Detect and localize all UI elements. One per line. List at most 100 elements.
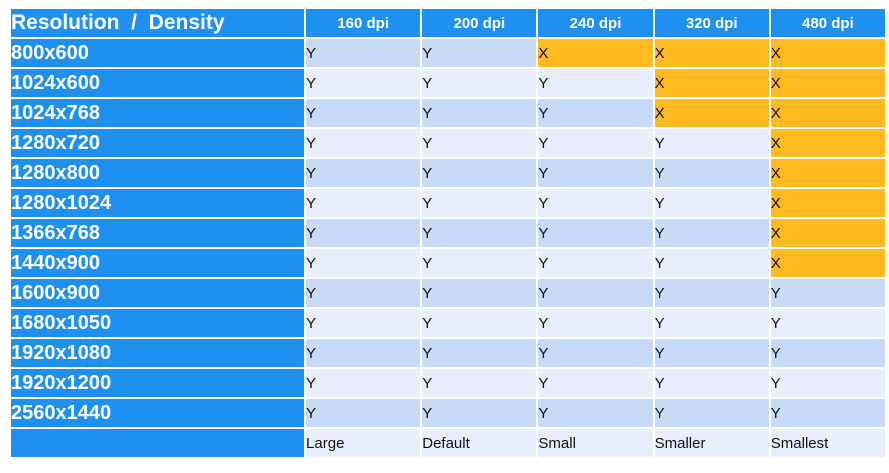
supported-cell: Y (654, 309, 769, 337)
supported-cell: Y (770, 339, 885, 367)
supported-cell: Y (422, 219, 537, 247)
supported-cell: Y (422, 339, 537, 367)
table-row: 1680x1050 Y Y Y Y Y (11, 309, 885, 337)
supported-cell: Y (770, 309, 885, 337)
unsupported-cell: X (770, 219, 885, 247)
footer-cell: Smaller (654, 429, 769, 457)
supported-cell: Y (306, 39, 421, 67)
table-row: 800x600 Y Y X X X (11, 39, 885, 67)
supported-cell: Y (306, 69, 421, 97)
supported-cell: Y (654, 159, 769, 187)
supported-cell: Y (538, 399, 653, 427)
column-header: 240 dpi (538, 9, 653, 37)
supported-cell: Y (538, 159, 653, 187)
supported-cell: Y (306, 129, 421, 157)
supported-cell: Y (654, 399, 769, 427)
table-body: 800x600 Y Y X X X 1024x600 Y Y Y X X 1024x768 Y Y Y X X 12… (11, 39, 885, 427)
footer-cell: Default (422, 429, 537, 457)
supported-cell: Y (654, 129, 769, 157)
supported-cell: Y (422, 309, 537, 337)
unsupported-cell: X (654, 99, 769, 127)
row-header-resolution: 1366x768 (11, 219, 305, 247)
supported-cell: Y (306, 249, 421, 277)
supported-cell: Y (306, 309, 421, 337)
footer-row-header (11, 429, 305, 457)
row-header-resolution: 1920x1200 (11, 369, 305, 397)
supported-cell: Y (538, 99, 653, 127)
supported-cell: Y (306, 159, 421, 187)
supported-cell: Y (538, 279, 653, 307)
footer-cell: Large (306, 429, 421, 457)
header-row: Resolution / Density 160 dpi 200 dpi 240… (11, 9, 885, 37)
supported-cell: Y (538, 219, 653, 247)
supported-cell: Y (770, 399, 885, 427)
column-header: 200 dpi (422, 9, 537, 37)
unsupported-cell: X (654, 39, 769, 67)
supported-cell: Y (422, 369, 537, 397)
supported-cell: Y (422, 249, 537, 277)
footer-cell: Small (538, 429, 653, 457)
supported-cell: Y (422, 159, 537, 187)
table-row: 1280x800 Y Y Y Y X (11, 159, 885, 187)
row-header-resolution: 1280x800 (11, 159, 305, 187)
supported-cell: Y (306, 279, 421, 307)
table-row: 1920x1200 Y Y Y Y Y (11, 369, 885, 397)
unsupported-cell: X (770, 249, 885, 277)
row-header-resolution: 800x600 (11, 39, 305, 67)
supported-cell: Y (422, 279, 537, 307)
supported-cell: Y (306, 399, 421, 427)
unsupported-cell: X (770, 39, 885, 67)
column-header: 320 dpi (654, 9, 769, 37)
supported-cell: Y (422, 39, 537, 67)
table-row: 1024x768 Y Y Y X X (11, 99, 885, 127)
row-header-resolution: 1280x1024 (11, 189, 305, 217)
unsupported-cell: X (770, 159, 885, 187)
supported-cell: Y (538, 69, 653, 97)
supported-cell: Y (770, 279, 885, 307)
supported-cell: Y (306, 189, 421, 217)
supported-cell: Y (654, 369, 769, 397)
footer-cell: Smallest (770, 429, 885, 457)
supported-cell: Y (306, 219, 421, 247)
row-header-resolution: 1680x1050 (11, 309, 305, 337)
table-row: 1440x900 Y Y Y Y X (11, 249, 885, 277)
table-row: 1280x1024 Y Y Y Y X (11, 189, 885, 217)
supported-cell: Y (538, 189, 653, 217)
table-row: 1366x768 Y Y Y Y X (11, 219, 885, 247)
resolution-density-table: Resolution / Density 160 dpi 200 dpi 240… (9, 7, 887, 459)
column-header: 480 dpi (770, 9, 885, 37)
supported-cell: Y (306, 339, 421, 367)
table-row: 1280x720 Y Y Y Y X (11, 129, 885, 157)
row-header-resolution: 2560x1440 (11, 399, 305, 427)
supported-cell: Y (538, 339, 653, 367)
supported-cell: Y (422, 69, 537, 97)
supported-cell: Y (422, 129, 537, 157)
table-row: 1600x900 Y Y Y Y Y (11, 279, 885, 307)
column-header: 160 dpi (306, 9, 421, 37)
row-header-resolution: 1024x600 (11, 69, 305, 97)
supported-cell: Y (654, 279, 769, 307)
corner-header: Resolution / Density (11, 9, 305, 37)
unsupported-cell: X (538, 39, 653, 67)
unsupported-cell: X (770, 69, 885, 97)
unsupported-cell: X (770, 129, 885, 157)
footer-row: Large Default Small Smaller Smallest (11, 429, 885, 457)
row-header-resolution: 1280x720 (11, 129, 305, 157)
supported-cell: Y (654, 219, 769, 247)
supported-cell: Y (422, 399, 537, 427)
supported-cell: Y (654, 189, 769, 217)
row-header-resolution: 1920x1080 (11, 339, 305, 367)
supported-cell: Y (422, 189, 537, 217)
table-row: 1024x600 Y Y Y X X (11, 69, 885, 97)
supported-cell: Y (306, 99, 421, 127)
row-header-resolution: 1600x900 (11, 279, 305, 307)
row-header-resolution: 1440x900 (11, 249, 305, 277)
row-header-resolution: 1024x768 (11, 99, 305, 127)
unsupported-cell: X (770, 99, 885, 127)
supported-cell: Y (770, 369, 885, 397)
supported-cell: Y (422, 99, 537, 127)
table-row: 2560x1440 Y Y Y Y Y (11, 399, 885, 427)
unsupported-cell: X (654, 69, 769, 97)
supported-cell: Y (654, 339, 769, 367)
